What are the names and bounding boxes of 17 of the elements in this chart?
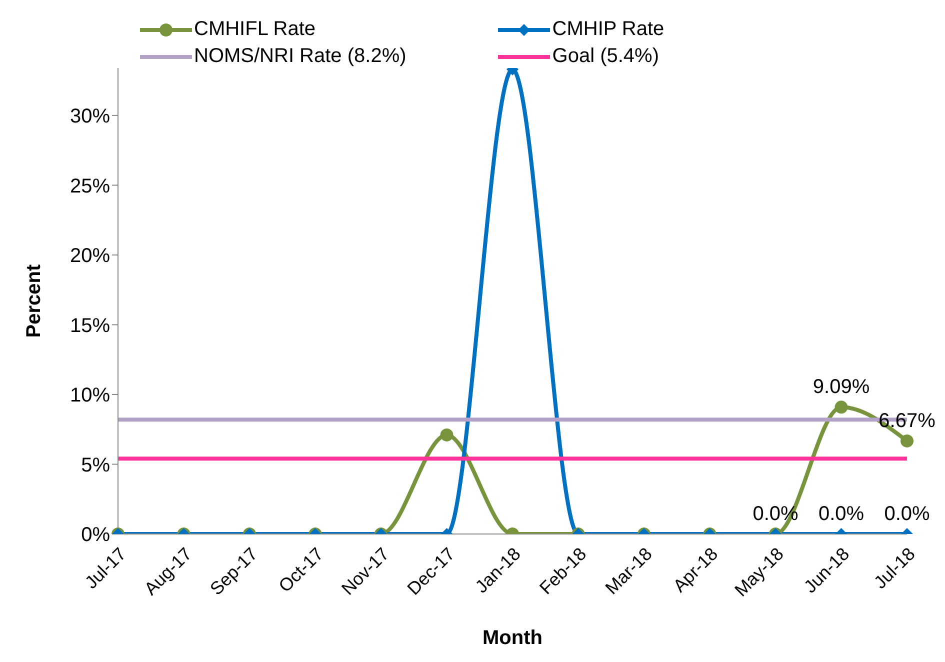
y-tick-label: 30% (70, 106, 110, 128)
y-tick-label: 20% (70, 245, 110, 268)
y-tick-label: 5% (81, 454, 110, 476)
data-label: 0.0% (818, 503, 864, 525)
legend-label: NOMS/NRI Rate (8.2%) (194, 45, 406, 68)
x-axis-title: Month (482, 627, 542, 649)
y-axis-title: Percent (23, 264, 46, 338)
legend-label: Goal (5.4%) (552, 45, 659, 68)
data-label: 0.0% (884, 503, 930, 525)
y-tick-label: 10% (70, 384, 110, 407)
data-label: 9.09% (812, 376, 870, 398)
data-label: 6.67% (878, 410, 936, 432)
legend-label: CMHIP Rate (552, 18, 664, 41)
y-tick-label: 0% (81, 524, 110, 546)
legend-label: CMHIFL Rate (194, 18, 316, 41)
y-tick-label: 25% (70, 175, 110, 198)
y-tick-label: 15% (70, 314, 110, 337)
